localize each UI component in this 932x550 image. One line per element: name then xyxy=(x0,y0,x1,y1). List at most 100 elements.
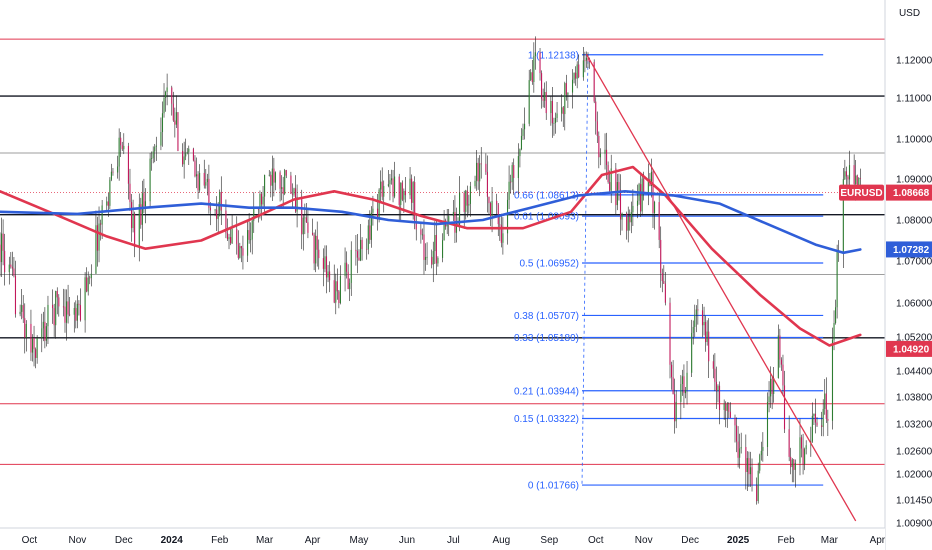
time-tick-label: Dec xyxy=(681,535,699,546)
candle-body xyxy=(760,450,762,456)
candle-body xyxy=(240,246,242,249)
candle-body xyxy=(356,251,358,258)
candle-body xyxy=(318,249,320,259)
fibonacci-retracement[interactable]: 1 (1.12138) 0.66 (1.08612) 0.61 (1.08093) 0… xyxy=(514,50,824,492)
candle-body xyxy=(734,417,736,426)
currency-label: USD xyxy=(898,7,921,19)
candle-body xyxy=(96,225,99,251)
candle-body xyxy=(726,404,728,411)
candle-body xyxy=(260,193,263,205)
candle-body xyxy=(847,176,849,180)
candle-body xyxy=(172,103,174,121)
candle-body xyxy=(660,239,662,274)
candlesticks xyxy=(0,36,861,505)
candle-body xyxy=(739,448,741,458)
candle-body xyxy=(389,180,391,185)
candle-body xyxy=(67,301,69,315)
price-tick-label: 1.09000 xyxy=(896,175,932,186)
candle-body xyxy=(242,248,244,256)
candle-body xyxy=(42,321,44,329)
time-axis[interactable]: Oct Nov Dec 2024 Feb Mar Apr May Jun Jul Aug Sep Oct… xyxy=(0,527,886,550)
candle-body xyxy=(121,145,123,150)
candle-body xyxy=(836,251,838,308)
price-axis-background xyxy=(885,0,932,550)
price-tick-label: 1.11000 xyxy=(896,94,932,105)
candle-body xyxy=(457,221,459,226)
candle-body xyxy=(262,196,264,205)
candle-body xyxy=(585,57,588,61)
candle-body xyxy=(672,377,674,395)
candle-body xyxy=(404,190,406,196)
candle-body xyxy=(64,306,66,323)
candle-body xyxy=(827,418,829,421)
candle-body xyxy=(73,308,75,315)
candle-body xyxy=(247,230,249,256)
candle-body xyxy=(757,470,759,502)
candle-body xyxy=(751,467,753,486)
fib-diagonal xyxy=(581,54,589,486)
candle-body xyxy=(392,178,394,197)
candle-body xyxy=(691,332,693,373)
price-badge xyxy=(886,241,932,258)
candle-body xyxy=(377,208,379,218)
candle-body xyxy=(804,449,806,465)
candle-body xyxy=(47,304,49,327)
candle-body xyxy=(542,98,544,101)
candle-body xyxy=(723,403,725,410)
candle-body xyxy=(465,190,467,212)
candle-body xyxy=(4,250,6,273)
candle-body xyxy=(524,123,526,130)
candle-body xyxy=(350,249,352,283)
candle-body xyxy=(658,202,660,240)
candle-body xyxy=(584,60,586,62)
candle-body xyxy=(717,385,719,391)
candle-body xyxy=(14,275,17,315)
candle-body xyxy=(78,303,80,306)
candle-body xyxy=(674,394,676,422)
candle-body xyxy=(302,217,304,235)
candle-body xyxy=(519,149,521,157)
candle-body xyxy=(588,61,591,63)
time-tick-label: Jul xyxy=(447,535,460,546)
candle-body xyxy=(366,249,368,250)
candle-body xyxy=(86,277,88,292)
candle-body xyxy=(138,204,140,248)
candle-body xyxy=(394,176,396,197)
candle-body xyxy=(378,189,380,218)
candle-body xyxy=(426,256,428,258)
candle-body xyxy=(805,445,807,450)
candle-body xyxy=(219,191,221,215)
candle-body xyxy=(89,277,91,279)
price-axis[interactable]: 1.12000 1.11000 1.10000 1.09000 1.08000 1.070… xyxy=(884,0,932,550)
candle-body xyxy=(199,172,201,191)
time-tick-label: Apr xyxy=(870,535,886,546)
candle-body xyxy=(534,52,536,56)
candle-body xyxy=(497,204,499,225)
currency-button[interactable]: USD xyxy=(887,0,932,26)
time-tick-label: Mar xyxy=(256,535,274,546)
moving-averages xyxy=(0,165,862,347)
candle-body xyxy=(421,234,423,236)
price-tick-label: 1.02000 xyxy=(896,470,932,481)
candle-body xyxy=(347,271,349,290)
candle-body xyxy=(432,251,434,265)
time-tick-label: Apr xyxy=(305,535,321,546)
candle-body xyxy=(285,170,287,176)
candle-body xyxy=(195,174,198,177)
candle-body xyxy=(339,276,341,304)
candle-body xyxy=(216,209,218,219)
trendline[interactable] xyxy=(585,53,857,522)
price-badge xyxy=(886,340,932,357)
candle-body xyxy=(508,181,510,200)
candle-body xyxy=(489,203,492,216)
time-tick-label: 2024 xyxy=(161,535,184,546)
candle-body xyxy=(653,202,656,213)
candle-body xyxy=(315,235,317,264)
candle-body xyxy=(327,271,329,278)
candle-body xyxy=(463,192,465,212)
candle-body xyxy=(435,234,437,264)
candle-body xyxy=(90,273,92,278)
candle-body xyxy=(793,459,795,470)
candle-body xyxy=(387,184,389,186)
